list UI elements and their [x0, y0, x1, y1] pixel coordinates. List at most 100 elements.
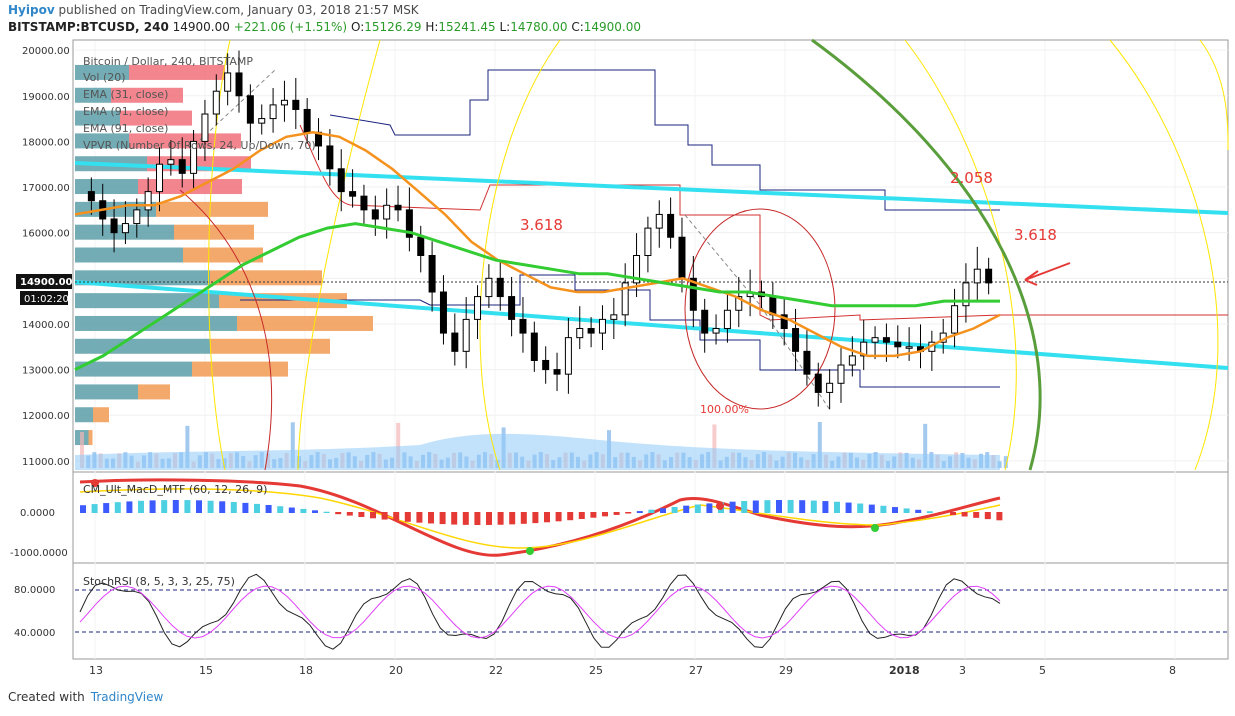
- macd-histogram-bar: [950, 512, 956, 516]
- x-tick-label: 29: [779, 664, 793, 677]
- macd-histogram-bar: [497, 512, 504, 525]
- macd-histogram-bar: [103, 503, 110, 513]
- legend-vol[interactable]: Vol (20): [83, 71, 126, 84]
- candle-body: [269, 104, 277, 120]
- candle-body: [735, 296, 743, 311]
- macd-signal-line: [79, 488, 1001, 549]
- macd-histogram-bar: [810, 500, 817, 513]
- candle-body: [860, 341, 868, 357]
- vpvr-bar-down: [93, 407, 109, 423]
- candle-body: [201, 113, 209, 142]
- vpvr-bar-up: [75, 315, 237, 331]
- candle-body: [973, 268, 981, 284]
- macd-histogram-bar: [671, 506, 678, 513]
- macd-histogram-bar: [845, 502, 852, 513]
- macd-histogram-bar: [242, 502, 249, 513]
- macd-cross-dot: [716, 502, 724, 510]
- candle-body: [712, 328, 720, 334]
- macd-histogram-bar: [509, 512, 516, 525]
- candle-body: [701, 309, 709, 334]
- macd-histogram-bar: [265, 505, 272, 513]
- macd-histogram-bar: [903, 508, 910, 513]
- macd-tick-0: 0.0000: [20, 508, 55, 519]
- macd-tick-1: -1000.0000: [10, 548, 68, 559]
- x-tick-label: 15: [199, 664, 213, 677]
- vpvr-bar-down: [210, 270, 322, 286]
- macd-title[interactable]: CM_Ult_MacD_MTF (60, 12, 26, 9): [83, 483, 267, 496]
- candle-body: [519, 318, 527, 334]
- vpvr-bar-up: [75, 407, 93, 423]
- candle-body: [610, 314, 618, 320]
- macd-histogram-bar: [834, 501, 840, 513]
- macd-histogram-bar: [787, 500, 794, 513]
- x-tick-label: 25: [589, 664, 603, 677]
- time-tag-bg: [20, 291, 68, 305]
- candle-body: [121, 223, 129, 234]
- macd-histogram-bar: [961, 512, 968, 517]
- macd-histogram-bar: [799, 500, 806, 513]
- footer-brand[interactable]: TradingView: [90, 690, 164, 704]
- macd-histogram-bar: [973, 512, 980, 518]
- author-name[interactable]: Hyipov: [8, 3, 55, 17]
- macd-histogram-bar: [636, 511, 643, 513]
- macd-histogram-bar: [926, 511, 933, 513]
- candle-body: [303, 108, 311, 133]
- macd-histogram-bar: [277, 506, 284, 513]
- macd-histogram-bar: [578, 512, 585, 519]
- macd-histogram-bar: [868, 504, 875, 513]
- x-tick-label: 13: [89, 664, 103, 677]
- candle-body: [383, 204, 391, 220]
- macd-histogram-bar: [381, 512, 388, 520]
- fib-label-d: 100.00%: [700, 403, 749, 416]
- macd-histogram-bar: [404, 512, 411, 522]
- x-tick-label: 5: [1039, 664, 1046, 677]
- candle-body: [894, 341, 902, 348]
- vpvr-bar-down: [183, 247, 263, 263]
- candle-body: [882, 337, 890, 343]
- candle-body: [962, 282, 970, 307]
- candle-body: [451, 332, 459, 352]
- macd-histogram-bar: [474, 512, 481, 525]
- legend-ema91-b[interactable]: EMA (91, close): [83, 122, 168, 135]
- legend-title: Bitcoin / Dollar, 240, BITSTAMP: [83, 55, 253, 68]
- candle-body: [689, 277, 697, 311]
- candle-body: [190, 140, 198, 174]
- candle-body: [405, 209, 413, 238]
- macd-histogram-bar: [648, 509, 655, 513]
- fib-arc: [208, 39, 231, 471]
- macd-histogram-bar: [660, 508, 666, 513]
- macd-histogram-bar: [346, 512, 353, 516]
- candle-body: [598, 318, 606, 334]
- legend-ema31[interactable]: EMA (31, close): [83, 88, 168, 101]
- x-tick-label: 8: [1169, 664, 1176, 677]
- candle-body: [848, 355, 856, 366]
- macd-histogram-bar: [857, 503, 864, 513]
- candle-body: [837, 364, 845, 384]
- volume-bar: [80, 432, 84, 468]
- macd-histogram-bar: [335, 512, 342, 515]
- candle-body: [371, 209, 379, 220]
- candle-body: [326, 145, 334, 170]
- candle-body: [587, 328, 595, 334]
- vpvr-bar-down: [111, 87, 183, 103]
- macd-histogram-bar: [996, 512, 1003, 521]
- macd-histogram-bar: [80, 505, 86, 513]
- volume-ma-area: [75, 433, 1000, 470]
- x-tick-label: 20: [389, 664, 403, 677]
- candle-body: [985, 268, 993, 284]
- candle-body: [280, 99, 288, 106]
- stoch-title[interactable]: StochRSI (8, 5, 3, 3, 25, 75): [83, 575, 235, 588]
- ema-31-line: [74, 131, 1001, 358]
- vpvr-bar-down: [129, 133, 241, 149]
- candle-body: [156, 163, 164, 193]
- candle-body: [337, 168, 345, 193]
- chart-area[interactable]: 20000.00 19000.00 18000.00 17000.00 16000.00…: [0, 0, 1235, 690]
- macd-histogram-bar: [207, 500, 214, 513]
- vpvr-bar-up: [75, 133, 129, 149]
- vpvr-bar-down: [120, 110, 192, 126]
- macd-histogram-bar: [370, 512, 376, 519]
- price-tag-bg: [16, 274, 72, 289]
- legend-vpvr[interactable]: VPVR (Number Of Rows, 24, Up/Down, 70): [83, 139, 316, 152]
- y-tick-label: 16000.00: [22, 229, 70, 240]
- legend-ema91-a[interactable]: EMA (91, close): [83, 105, 168, 118]
